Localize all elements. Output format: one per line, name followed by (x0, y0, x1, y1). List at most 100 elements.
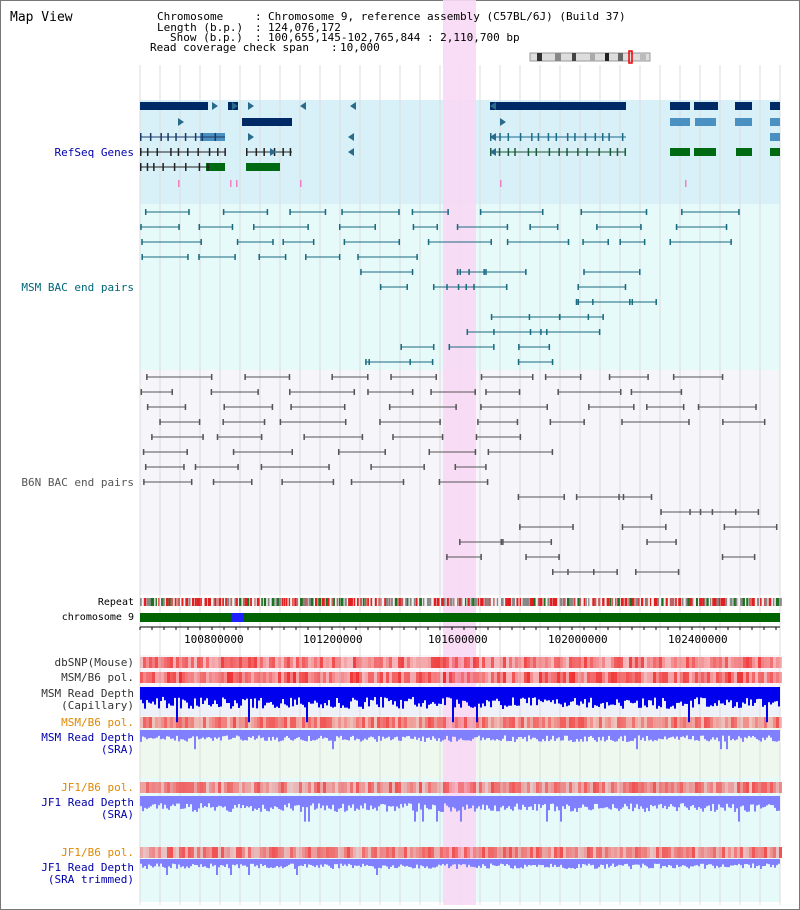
b6n-bac-end (379, 419, 381, 425)
heat-cell (755, 717, 758, 728)
depth-bar (268, 859, 270, 869)
depth-bar (506, 796, 508, 809)
heat-cell (638, 847, 641, 858)
depth-bar (184, 687, 186, 701)
depth-bar (670, 687, 672, 707)
depth-bar (290, 730, 292, 740)
depth-bar (182, 796, 184, 809)
heat-cell (407, 657, 410, 668)
heat-cell (653, 672, 656, 683)
heat-cell (461, 672, 464, 683)
depth-bar (404, 730, 406, 738)
depth-bar (688, 730, 690, 740)
heat-cell (341, 717, 344, 728)
b6n-bac-end (328, 464, 330, 470)
depth-bar (220, 687, 222, 707)
depth-bar (768, 730, 770, 736)
msm-bac-end (506, 239, 509, 245)
refseq-track-label[interactable]: RefSeq Genes (54, 146, 134, 159)
depth-bar (756, 730, 758, 740)
depth-bar (602, 859, 604, 866)
msm-bac-track-label[interactable]: MSM BAC end pairs (21, 281, 134, 294)
depth-bar (548, 859, 550, 868)
heat-cell (350, 847, 353, 858)
heat-cell (239, 717, 242, 728)
depth-bar (732, 796, 734, 805)
depth-bar (516, 796, 518, 804)
heat-cell (401, 782, 404, 793)
depth-bar (758, 730, 760, 741)
heat-cell (455, 672, 458, 683)
heat-cell (299, 672, 302, 683)
depth-bar (748, 859, 750, 865)
heat-cell (335, 672, 338, 683)
depth-bar (380, 859, 382, 869)
depth-bar (512, 730, 514, 737)
depth-bar (384, 730, 386, 739)
heat-cell (344, 717, 347, 728)
repeat-mark (640, 598, 644, 606)
depth-bar (716, 796, 718, 810)
heat-cell (260, 657, 263, 668)
refseq-exon (162, 163, 164, 171)
heat-cell (356, 847, 359, 858)
depth-bar (208, 796, 210, 804)
refseq-strand-arrow (490, 133, 496, 141)
heat-cell (503, 672, 506, 683)
repeat-mark (384, 598, 387, 606)
heat-cell (308, 847, 311, 858)
repeat-mark (757, 598, 760, 606)
depth-bar (230, 859, 232, 875)
b6n-bac-end (257, 389, 259, 395)
ideogram-band (640, 53, 646, 61)
depth-bar (618, 687, 620, 703)
refseq-exon (173, 163, 176, 171)
depth-bar (182, 859, 184, 867)
heat-cell (242, 782, 245, 793)
depth-bar (560, 859, 562, 865)
heat-cell (416, 782, 419, 793)
depth-bar (248, 687, 250, 723)
depth-bar (144, 859, 146, 867)
depth-bar (468, 859, 470, 865)
repeat-mark (275, 598, 278, 606)
depth-bar (328, 687, 330, 701)
heat-cell (584, 847, 587, 858)
heat-cell (308, 717, 311, 728)
heat-cell (635, 672, 638, 683)
depth-bar (670, 730, 672, 738)
heat-cell (170, 782, 173, 793)
depth-bar (326, 730, 328, 738)
depth-bar (646, 730, 648, 736)
repeat-mark (413, 598, 416, 606)
heat-cell (272, 782, 275, 793)
depth-bar (658, 859, 660, 864)
b6n-bac-track-label[interactable]: B6N BAC end pairs (21, 476, 134, 489)
heat-cell (359, 657, 362, 668)
depth-bar (524, 796, 526, 807)
repeat-mark (685, 598, 689, 606)
depth-bar (456, 796, 458, 812)
heat-cell (509, 672, 512, 683)
depth-bar (660, 730, 662, 739)
heat-cell (734, 717, 737, 728)
heat-cell (527, 717, 530, 728)
depth-bar (536, 687, 538, 706)
depth-bar (660, 859, 662, 869)
depth-bar (338, 859, 340, 869)
heat-cell (614, 657, 617, 668)
heat-cell (737, 672, 740, 683)
heat-cell (335, 717, 338, 728)
heat-cell (725, 847, 728, 858)
heat-cell (359, 717, 362, 728)
depth-bar (746, 730, 748, 739)
depth-bar (398, 687, 400, 709)
repeat-mark (236, 598, 238, 606)
b6n-bac-end (575, 494, 578, 500)
depth-bar (238, 859, 240, 869)
heat-cell (293, 717, 296, 728)
depth-bar (196, 796, 198, 812)
depth-bar (354, 859, 356, 866)
heat-cell (275, 657, 278, 668)
